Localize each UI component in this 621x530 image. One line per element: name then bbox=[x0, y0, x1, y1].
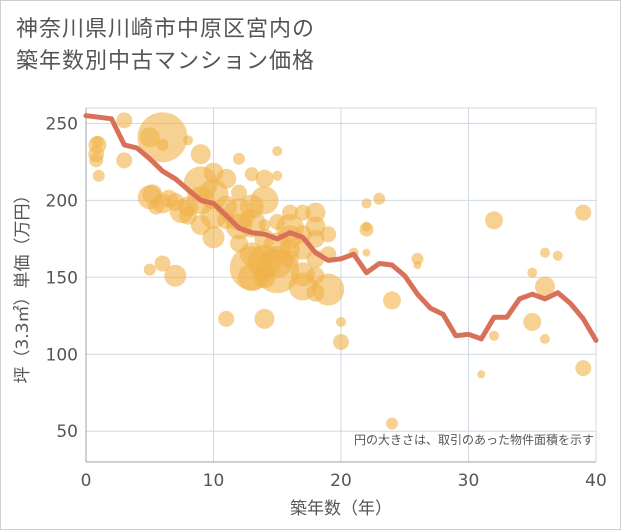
data-point bbox=[485, 211, 503, 230]
data-point bbox=[230, 234, 248, 253]
data-point bbox=[361, 221, 372, 232]
x-tick-label: 0 bbox=[81, 471, 92, 491]
data-point bbox=[306, 266, 325, 285]
data-point bbox=[575, 204, 592, 221]
y-tick-label: 200 bbox=[46, 191, 78, 211]
x-axis-label: 築年数（年） bbox=[290, 499, 392, 519]
data-point bbox=[306, 283, 325, 302]
y-tick-label: 100 bbox=[46, 345, 78, 365]
data-point bbox=[179, 206, 197, 225]
data-point bbox=[216, 168, 237, 189]
data-point bbox=[156, 138, 169, 151]
data-point bbox=[552, 250, 563, 261]
data-point bbox=[253, 266, 276, 289]
data-point bbox=[320, 226, 337, 243]
data-point bbox=[166, 192, 185, 211]
data-point bbox=[281, 249, 299, 268]
data-point bbox=[477, 370, 486, 379]
average-price-line bbox=[83, 113, 599, 343]
data-point bbox=[164, 264, 187, 287]
data-point bbox=[361, 198, 372, 209]
data-point bbox=[143, 263, 156, 276]
y-tick-label: 150 bbox=[46, 268, 78, 288]
data-point bbox=[254, 308, 275, 329]
data-point bbox=[154, 255, 171, 272]
x-tick-label: 30 bbox=[458, 471, 480, 491]
data-point bbox=[183, 135, 193, 146]
data-point bbox=[413, 260, 422, 269]
data-point bbox=[272, 170, 283, 181]
data-point bbox=[282, 204, 298, 221]
data-point bbox=[305, 202, 326, 223]
data-point bbox=[362, 248, 371, 257]
data-point bbox=[523, 312, 542, 331]
data-point bbox=[231, 184, 247, 201]
data-point bbox=[411, 252, 424, 265]
y-axis-label: 坪（3.3㎡）単価（万円） bbox=[13, 186, 33, 383]
axis-ticks: 0 10 20 30 40 50 100 150 200 250 bbox=[46, 114, 607, 491]
data-point bbox=[333, 333, 349, 350]
data-point bbox=[218, 310, 235, 327]
x-tick-label: 40 bbox=[585, 471, 607, 491]
size-note: 円の大きさは、取引のあった物件面積を示す bbox=[354, 432, 594, 447]
data-point bbox=[336, 316, 346, 327]
data-point bbox=[258, 218, 271, 231]
data-point bbox=[116, 152, 133, 169]
data-point bbox=[575, 360, 592, 377]
data-point bbox=[269, 213, 286, 230]
bubbles-layer bbox=[88, 112, 592, 430]
chart-title-line-1: 神奈川県川崎市中原区宮内の bbox=[16, 17, 316, 42]
y-tick-label: 50 bbox=[56, 422, 78, 442]
data-point bbox=[540, 333, 550, 344]
data-point bbox=[116, 112, 133, 129]
data-point bbox=[272, 146, 283, 157]
data-point bbox=[148, 198, 165, 215]
y-tick-label: 250 bbox=[46, 114, 78, 134]
data-point bbox=[535, 276, 555, 297]
data-point bbox=[255, 169, 274, 188]
x-tick-label: 20 bbox=[330, 471, 352, 491]
data-point bbox=[527, 267, 538, 278]
data-point bbox=[244, 167, 259, 182]
data-point bbox=[91, 135, 104, 148]
chart-title-line-2: 築年数別中古マンション価格 bbox=[16, 49, 316, 74]
x-tick-label: 10 bbox=[203, 471, 225, 491]
data-point bbox=[239, 194, 264, 219]
data-point bbox=[233, 152, 245, 165]
data-point bbox=[137, 112, 188, 163]
data-point bbox=[294, 204, 311, 221]
data-point bbox=[540, 247, 550, 258]
data-point bbox=[489, 330, 499, 341]
data-point bbox=[386, 417, 398, 430]
data-point bbox=[217, 211, 236, 230]
chart-title: 神奈川県川崎市中原区宮内の 築年数別中古マンション価格 bbox=[16, 14, 315, 78]
data-point bbox=[190, 144, 211, 165]
data-point bbox=[92, 169, 105, 182]
data-point bbox=[373, 192, 386, 205]
data-point bbox=[383, 291, 401, 310]
data-point bbox=[139, 127, 160, 148]
data-point bbox=[89, 153, 104, 168]
